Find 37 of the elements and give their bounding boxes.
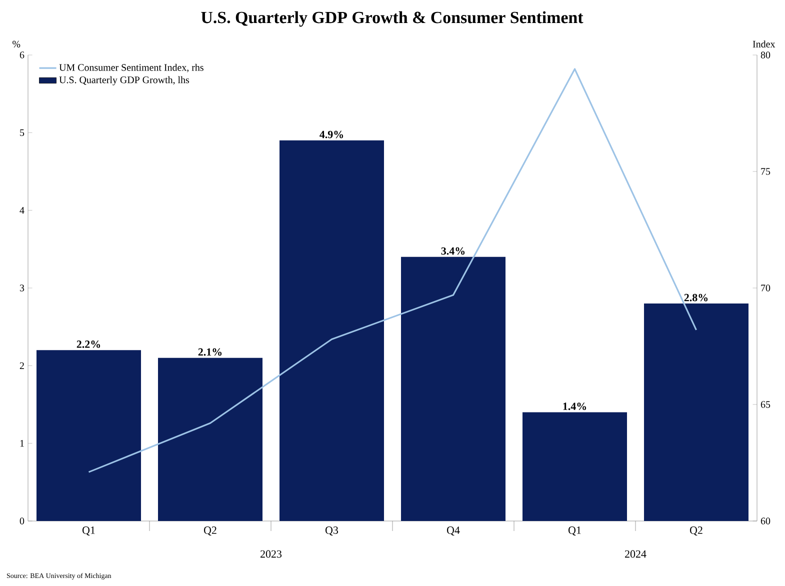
bar (401, 256, 506, 521)
data-label: 2.2% (76, 340, 100, 348)
bar (158, 358, 262, 521)
x-tick-label: Q2 (204, 526, 216, 536)
data-label: 2.1% (198, 348, 222, 356)
bar (36, 350, 141, 521)
x-tick-label: Q1 (568, 526, 581, 536)
data-label: 2.8% (684, 294, 708, 302)
y-axis-title: % (12, 40, 20, 48)
y-tick-label: 1 (20, 440, 24, 447)
legend-label: UM Consumer Sentiment Index, rhs (59, 64, 204, 72)
x-tick-label: Q3 (326, 526, 338, 536)
bar (280, 140, 384, 521)
chart-title: U.S. Quarterly GDP Growth & Consumer Sentiment (201, 11, 584, 27)
y2-axis-title: Index (752, 40, 776, 48)
data-label: 3.4% (441, 247, 465, 255)
text: 2024 (625, 550, 646, 558)
y-tick-label: 3 (20, 284, 24, 292)
y-tick-label: 6 (20, 52, 24, 58)
y2-tick-label: 60 (760, 518, 770, 524)
x-tick-label: Q4 (447, 526, 460, 536)
y-tick-label: 4 (20, 207, 24, 214)
y2-tick-label: 75 (761, 168, 770, 175)
y-tick-label: 2 (20, 362, 24, 369)
y-tick-label: 0 (20, 518, 24, 524)
data-label: 1.4% (563, 402, 586, 410)
y2-tick-label: 65 (760, 401, 770, 408)
text: 2023 (260, 550, 282, 558)
x-tick-label: Q2 (690, 526, 702, 536)
y-tick-label: 5 (20, 129, 24, 136)
y2-tick-label: 80 (760, 52, 770, 58)
x-tick-label: Q1 (82, 526, 95, 536)
y2-tick-label: 70 (761, 284, 770, 292)
bar (522, 412, 627, 521)
bar (644, 304, 748, 521)
data-label: 4.9% (320, 130, 344, 138)
legend-label: U.S. Quarterly GDP Growth, lhs (59, 76, 190, 86)
